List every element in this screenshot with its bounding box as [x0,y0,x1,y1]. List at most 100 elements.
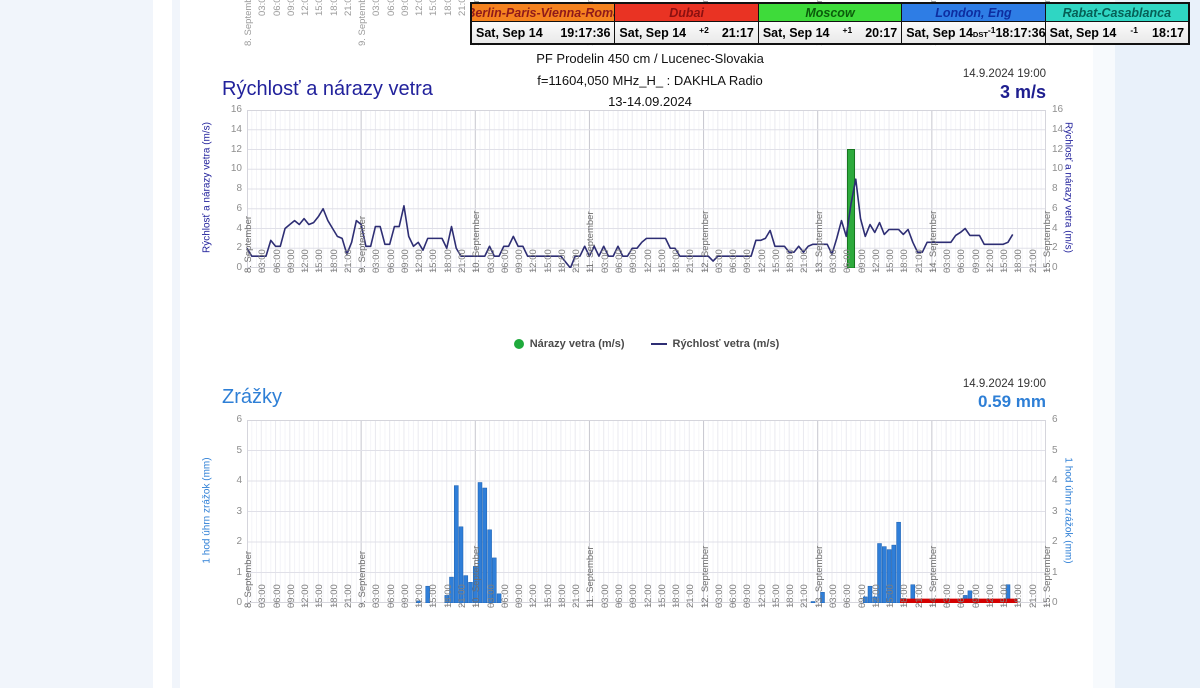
rain-chart-current-value: 0.59 mm [977,392,1046,411]
axis-tick [746,268,748,272]
axis-tick [275,603,277,607]
clock-time: 18:17 [1152,25,1185,40]
axis-tick [546,603,548,607]
clock-time-row: Sat, Sep 14 19:17:36 [472,22,615,43]
axis-tick [589,268,591,272]
legend-item: Nárazy vetra (m/s) [513,338,625,350]
axis-tick [503,603,505,607]
y-axis-label-left: Rýchlosť a nárazy vetra (m/s) [201,122,213,254]
axis-tick [931,603,933,607]
clock-cell-rabat-casablanca: Rabat-Casablanca Sat, Sep 14 -1 18:17 [1044,4,1189,43]
rain-bar [487,529,492,603]
wind-chart-datetime: 14.9.2024 19:00 [962,68,1046,80]
axis-tick [575,603,577,607]
axis-tick [461,268,463,272]
rain-bar [896,521,901,603]
axis-tick [660,268,662,272]
rain-bar [886,549,892,603]
axis-tick [1003,603,1005,607]
legend-label: Nárazy vetra (m/s) [529,338,625,350]
axis-tick [289,268,291,272]
axis-tick [860,268,862,272]
date-range-title: 13-14.09.2024 [608,94,692,109]
axis-tick [846,268,848,272]
axis-tick [931,268,933,272]
axis-tick [389,268,391,272]
y-tick-left: 2 [236,242,242,254]
axis-tick [917,268,919,272]
rain-bar [463,575,469,603]
y-tick-left: 14 [230,123,242,135]
axis-tick [489,603,491,607]
y-tick-right: 1 [1052,566,1058,578]
axis-tick [874,268,876,272]
axis-tick [689,268,691,272]
left-margin-strip [172,0,180,688]
world-clock-bar: Berlin-Paris-Vienna-Roma Sat, Sep 14 19:17… [470,2,1190,45]
axis-tick [746,603,748,607]
rain-bar [820,592,825,603]
axis-tick [375,268,377,272]
y-tick-left: 4 [236,222,242,234]
axis-tick [617,603,619,607]
axis-tick [675,603,677,607]
y-tick-right: 14 [1052,123,1064,135]
axis-tick [660,603,662,607]
axis-tick [889,603,891,607]
axis-tick [247,268,248,272]
axis-tick [917,603,919,607]
y-axis-label-right: Rýchlosť a nárazy vetra (m/s) [1062,121,1074,253]
axis-tick [960,268,962,272]
axis-tick [974,603,976,607]
axis-tick [532,603,534,607]
axis-tick [389,603,391,607]
rain-bar [477,482,483,603]
y-tick-left: 5 [236,444,242,456]
clock-date: Sat, Sep 14 [906,25,973,40]
wind-speed-line [247,178,1014,268]
axis-tick [247,603,248,607]
axis-tick [803,603,805,607]
axis-tick [403,268,405,272]
axis-tick [446,268,448,272]
clock-cell-dubai: Dubai Sat, Sep 14 +2 21:17 [614,4,758,43]
y-tick-left: 1 [236,566,242,578]
y-tick-left: 0 [236,597,242,608]
axis-tick [275,268,277,272]
axis-tick [432,603,434,607]
y-tick-left: 4 [236,475,242,486]
axis-tick [646,268,648,272]
clock-city-label: London, Eng [902,4,1045,22]
clock-offset: +1 [842,24,853,35]
clock-time: 20:17 [865,25,898,40]
axis-tick [318,268,320,272]
axis-tick [831,268,833,272]
right-margin-panel [1115,0,1200,688]
axis-tick [503,268,505,272]
axis-tick [1046,268,1047,272]
wind-chart-current-value: 3 m/s [999,82,1046,102]
axis-tick [560,268,562,272]
rain-bar [454,485,459,603]
y-tick-left: 3 [236,505,242,517]
y-tick-right: 6 [1052,202,1058,214]
clock-offset: -1 [1130,24,1138,35]
axis-tick [560,603,562,607]
y-tick-right: 4 [1052,475,1058,486]
axis-tick [1031,268,1033,272]
axis-tick [475,268,477,272]
clock-time-row: Sat, Sep 14 DST-1 18:17:36 [902,22,1046,43]
clock-date: Sat, Sep 14 [476,25,543,40]
y-tick-right: 2 [1052,536,1058,547]
axis-tick [974,268,976,272]
axis-tick [289,603,291,607]
axis-tick [760,603,762,607]
legend-item: Rýchlosť vetra (m/s) [650,338,779,350]
axis-tick [860,603,862,607]
y-tick-right: 16 [1052,104,1064,115]
clock-date: Sat, Sep 14 [762,25,830,40]
axis-tick [675,268,677,272]
axis-tick [988,603,990,607]
axis-tick [603,603,605,607]
rain-bar [810,601,816,603]
